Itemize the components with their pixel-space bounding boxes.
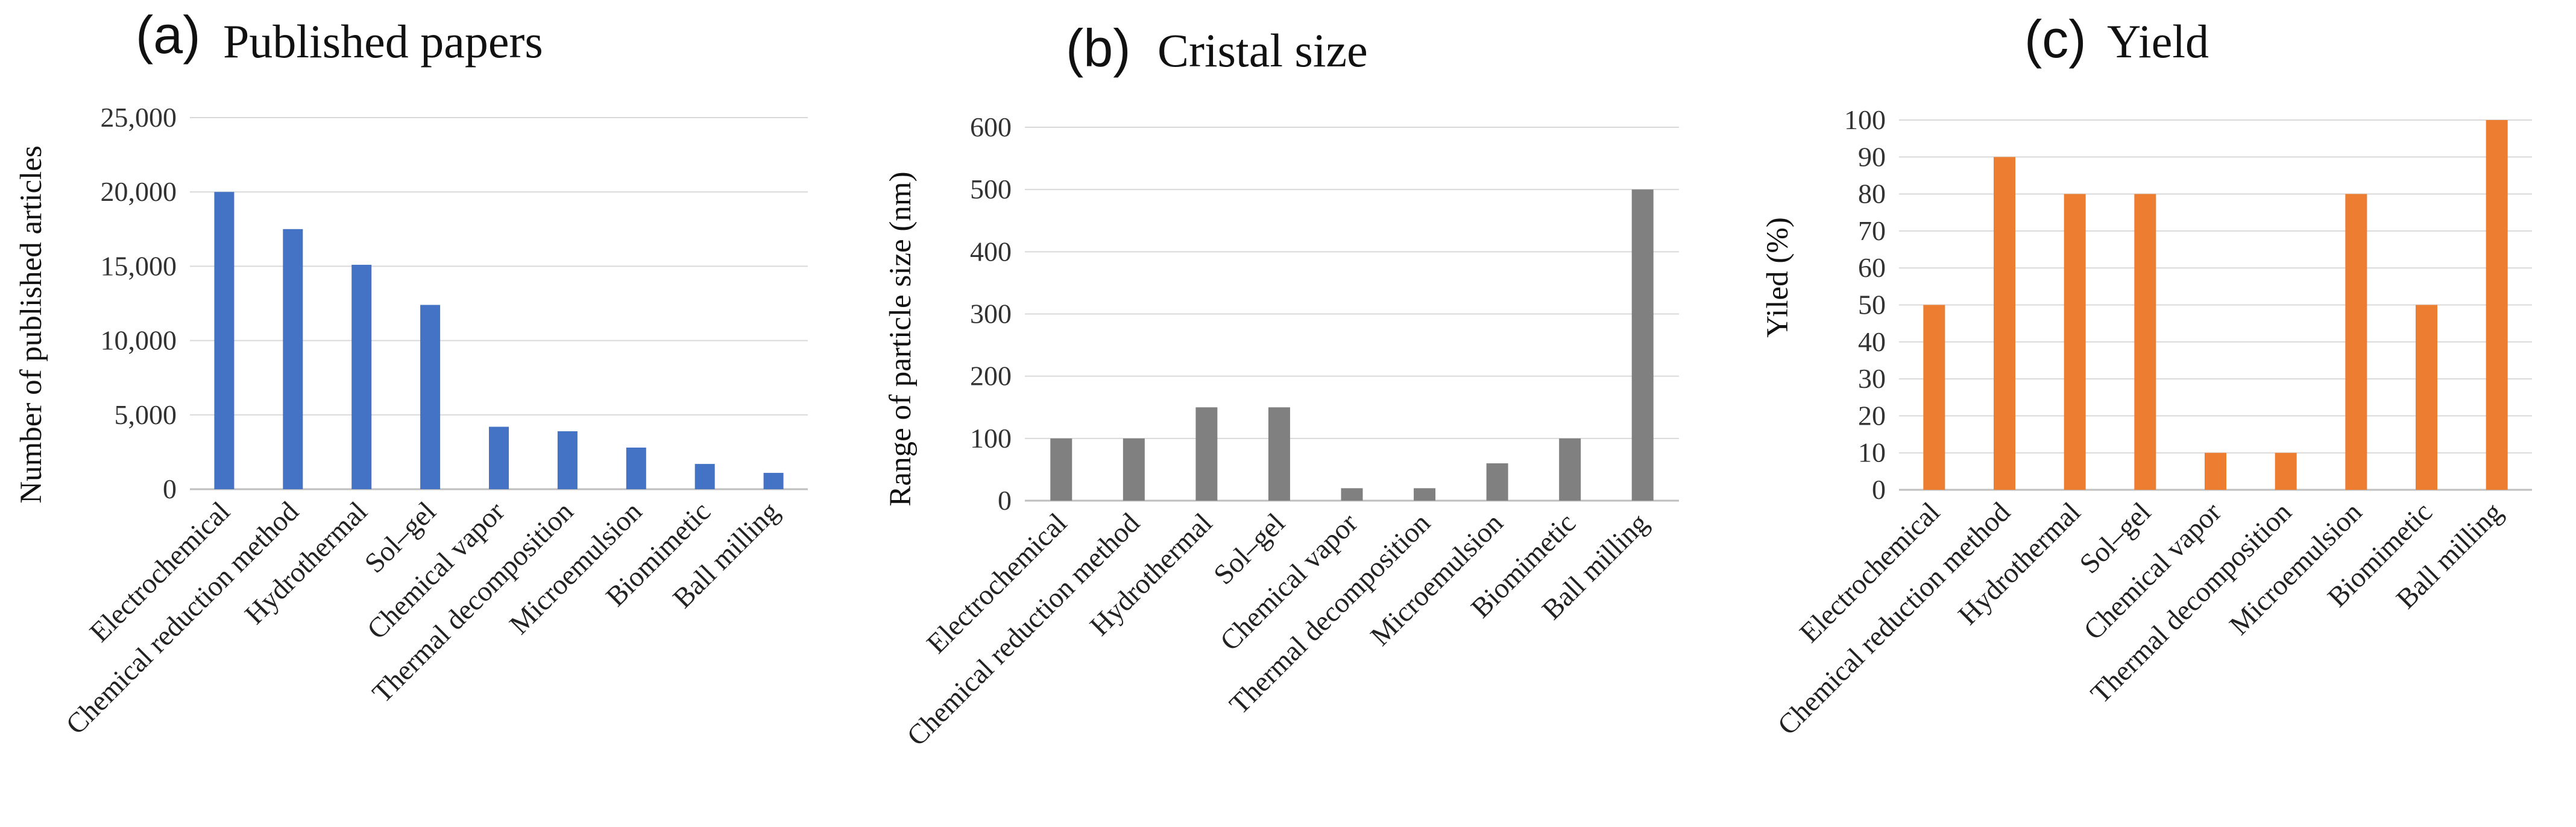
panel-a-ytick-label: 15,000 [101,250,177,281]
panel-c-title: Yield [2107,15,2209,68]
panel-b-ytick-label: 400 [970,236,1012,267]
panel-b-bar [1050,438,1072,501]
panel-yield: (c) Yield Yiled (%) 0 10 20 30 40 50 60 70 80 90 1… [1761,9,2532,741]
panel-b-ytick-label: 300 [970,299,1012,329]
panel-c-ytick-label: 80 [1858,179,1886,209]
panel-b-bar [1631,189,1654,501]
panel-b-bar [1414,488,1436,501]
panel-c-bar [2345,194,2367,490]
panel-b-ytick-label: 600 [970,112,1012,142]
panel-c-ytick-label: 90 [1858,141,1886,172]
panel-c-bar [2064,194,2086,490]
panel-b-plot: 0100200300400500600ElectrochemicalChemic… [901,112,1679,752]
panel-c-ytick-label: 30 [1858,363,1886,394]
panel-a-ytick-label: 25,000 [101,102,177,133]
panel-c-bar [2134,194,2156,490]
panel-b-bar [1486,463,1508,501]
panel-b-bar [1195,407,1218,501]
panel-b-ytick-label: 500 [970,174,1012,204]
panel-a-letter: (a) [136,5,201,65]
panel-c-bar [2205,452,2226,490]
panel-b-title: Cristal size [1157,24,1368,77]
panel-c-ytick-label: 40 [1858,326,1886,357]
panel-a-bar [626,448,646,489]
panel-b-bar [1123,438,1145,501]
panel-a-ytick-label: 0 [163,474,177,504]
panel-a-bar [420,305,441,489]
panel-c-bar [1923,305,1945,490]
panel-c-letter: (c) [2024,9,2086,69]
panel-a-ylabel: Number of published articles [14,145,48,503]
panel-b-bar [1268,407,1290,501]
panel-c-ytick-label: 10 [1858,437,1886,468]
panel-a-bar [557,431,578,489]
panel-a-ytick-label: 10,000 [101,325,177,356]
panel-a-bar [694,464,715,489]
panel-a-ytick-label: 5,000 [115,399,177,430]
panel-c-ytick-label: 20 [1858,400,1886,431]
panel-c-bar [1994,157,2015,490]
panel-c-ytick-label: 50 [1858,290,1886,320]
panel-a-ytick-label: 20,000 [101,176,177,207]
panel-a-bar [489,426,509,489]
panel-published-papers: (a) Published papers Number of published… [14,5,808,741]
panel-c-ylabel: Yiled (%) [1761,217,1795,338]
panel-b-letter: (b) [1066,18,1131,78]
panel-c-ytick-label: 70 [1858,215,1886,246]
panel-c-category-label: Hydrothermal [1952,496,2086,631]
panel-b-bar [1341,488,1363,501]
panel-a-title: Published papers [223,15,543,68]
panel-c-bar [2416,305,2437,490]
panel-c-bar [2275,452,2297,490]
panel-a-plot: 05,00010,00015,00020,00025,000Electroche… [60,102,808,741]
panel-a-bar [763,472,784,489]
panel-c-ytick-label: 60 [1858,252,1886,283]
panel-c-ytick-label: 100 [1844,104,1886,135]
panel-a-bar [214,192,235,489]
panel-a-bar [283,229,303,489]
panel-c-ytick-label: 0 [1872,474,1886,505]
panel-c-bar [2486,120,2508,490]
panel-b-ytick-label: 200 [970,361,1012,391]
panel-c-plot: 0102030405060708090100ElectrochemicalChe… [1772,104,2532,741]
panel-cristal-size: (b) Cristal size Range of particle size … [884,18,1679,752]
panel-b-bar [1559,438,1581,501]
panel-b-ylabel: Range of particle size (nm) [884,171,918,506]
panel-b-ytick-label: 0 [998,485,1012,516]
panel-a-bar [351,264,372,489]
panel-b-ytick-label: 100 [970,423,1012,454]
